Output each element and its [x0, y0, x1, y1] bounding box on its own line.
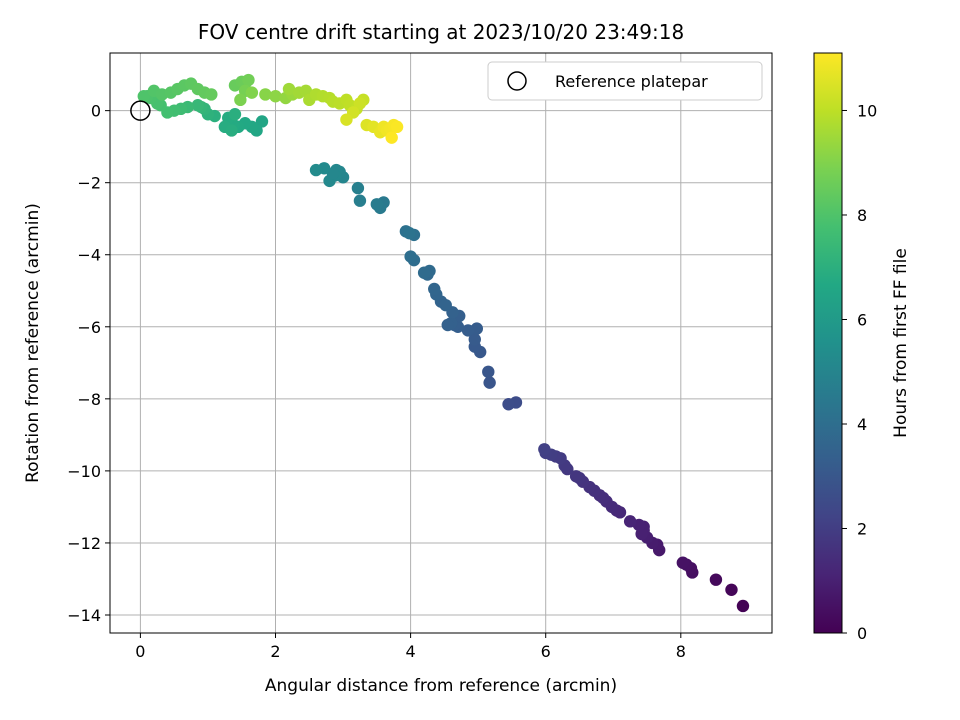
y-tick-label: −14 — [67, 606, 101, 625]
y-tick-label: −2 — [77, 174, 101, 193]
data-point — [482, 365, 495, 379]
legend-reference-marker — [507, 71, 527, 91]
data-point — [483, 376, 496, 389]
data-points — [137, 73, 750, 613]
y-tick-label: −12 — [67, 534, 101, 553]
data-point — [225, 124, 238, 137]
colorbar-label: Hours from first FF file — [891, 248, 911, 438]
data-point — [461, 324, 475, 337]
data-point — [269, 90, 282, 103]
y-tick-label: −8 — [77, 390, 101, 409]
data-point — [404, 250, 417, 263]
data-point — [351, 181, 365, 195]
data-point — [385, 131, 398, 144]
colorbar-tick-label: 6 — [857, 310, 867, 329]
data-point — [502, 398, 515, 411]
data-point — [259, 88, 272, 101]
colorbar-tick-label: 0 — [857, 624, 867, 643]
colorbar-tick-label: 4 — [857, 415, 867, 434]
colorbar-tick-label: 2 — [857, 519, 867, 538]
data-point — [370, 198, 384, 211]
plot-frame — [109, 52, 773, 634]
x-tick-label: 4 — [406, 642, 416, 661]
colorbar — [813, 52, 843, 634]
data-point — [569, 470, 583, 483]
y-axis-label: Rotation from reference (arcmin) — [23, 203, 43, 483]
data-point — [468, 333, 481, 346]
data-point — [428, 282, 441, 296]
data-point — [736, 599, 750, 613]
data-point — [245, 86, 259, 99]
x-axis-label: Angular distance from reference (arcmin) — [265, 676, 617, 696]
legend: Reference platepar — [487, 61, 763, 101]
x-tick-label: 0 — [135, 642, 145, 661]
data-point — [538, 443, 551, 456]
data-point — [725, 583, 738, 596]
data-point — [390, 120, 404, 134]
data-point — [623, 515, 637, 528]
data-point — [137, 90, 150, 103]
reference-platepar-marker — [130, 100, 151, 121]
grid — [110, 53, 772, 633]
data-point — [255, 115, 269, 128]
data-point — [191, 99, 205, 112]
data-point — [353, 97, 367, 110]
legend-entry-reference: Reference platepar — [555, 72, 708, 91]
colorbar-tick-label: 8 — [857, 206, 867, 225]
chart-title: FOV centre drift starting at 2023/10/20 … — [198, 20, 684, 44]
y-tick-label: −10 — [67, 462, 101, 481]
data-point — [228, 108, 242, 121]
data-point — [282, 82, 296, 96]
data-point — [242, 73, 255, 87]
x-tick-label: 2 — [270, 642, 280, 661]
reference-marker-group — [130, 100, 151, 121]
data-point — [340, 113, 353, 126]
x-tick-label: 6 — [541, 642, 551, 661]
data-point — [441, 318, 454, 332]
y-tick-label: 0 — [91, 102, 101, 121]
data-point — [205, 88, 218, 101]
y-ticks: 0 −2 −4 −6 −8 −10 −12 −14 — [67, 102, 110, 625]
x-tick-label: 8 — [676, 642, 686, 661]
data-point — [234, 93, 247, 107]
data-point — [709, 573, 723, 586]
data-point — [417, 266, 431, 279]
data-point — [439, 298, 452, 312]
y-tick-label: −4 — [77, 246, 101, 265]
data-point — [403, 226, 416, 240]
x-ticks: 0 2 4 6 8 — [135, 633, 686, 661]
data-point — [353, 194, 367, 207]
legend-box — [487, 61, 763, 101]
colorbar-ticks: 0 2 4 6 8 10 — [842, 101, 877, 643]
data-point — [309, 163, 323, 177]
y-tick-label: −6 — [77, 318, 101, 337]
colorbar-tick-label: 10 — [857, 101, 877, 120]
data-point — [676, 556, 690, 569]
